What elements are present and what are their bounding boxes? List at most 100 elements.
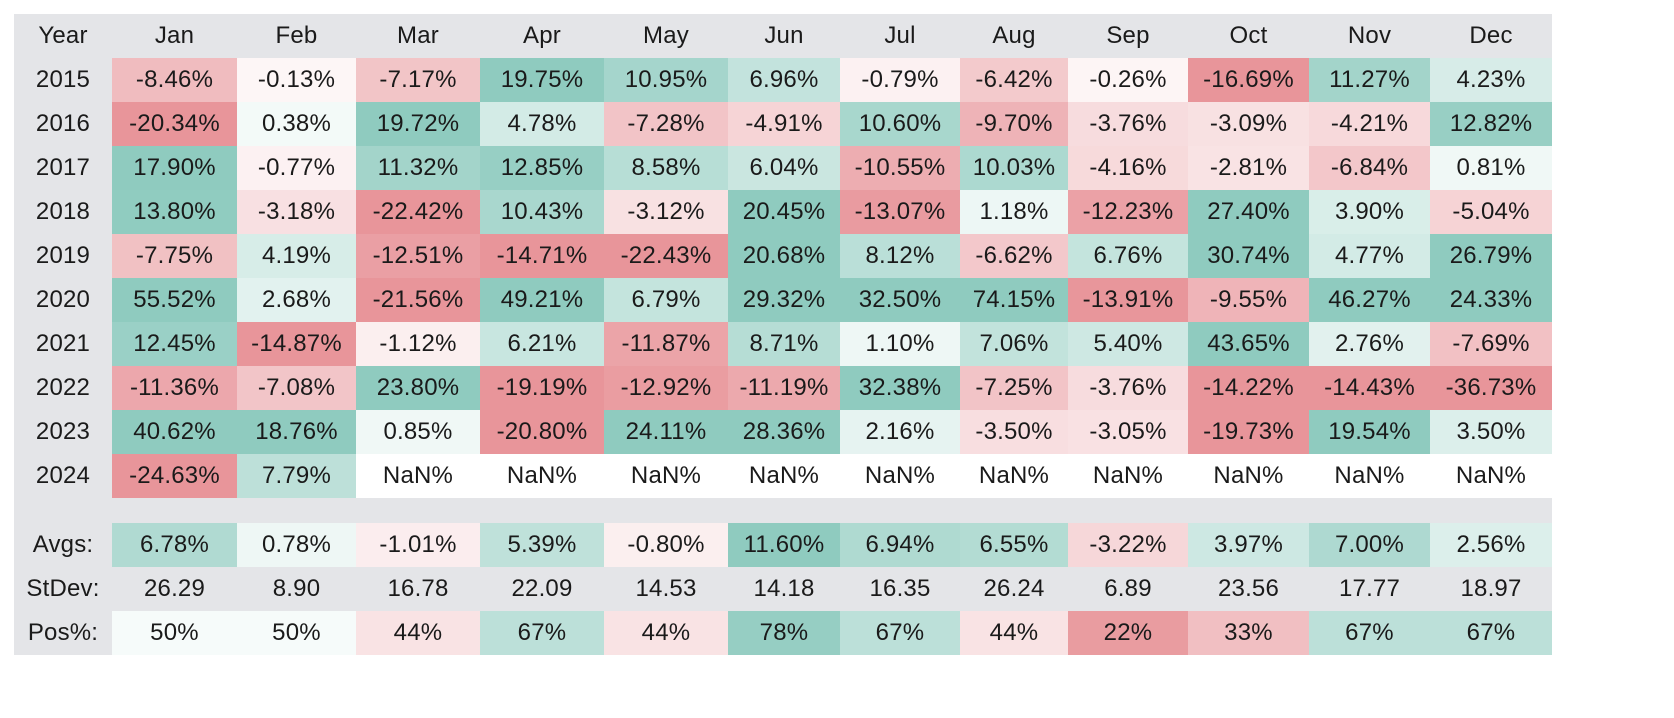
return-cell: 0.81%	[1430, 146, 1552, 190]
return-cell: -36.73%	[1430, 366, 1552, 410]
return-cell: 10.95%	[604, 58, 728, 102]
return-cell: 40.62%	[112, 410, 237, 454]
return-cell: -7.17%	[356, 58, 480, 102]
month-header: Mar	[397, 22, 439, 49]
summary-cell: 7.00%	[1309, 523, 1430, 567]
return-cell: 28.36%	[728, 410, 840, 454]
year-row: 2016 -20.34% 0.38% 19.72% 4.78% -7.28% -4.91% 1…	[14, 102, 1552, 146]
summary-cell: 6.78%	[112, 523, 237, 567]
month-header: Sep	[1106, 22, 1150, 49]
return-cell: -6.42%	[960, 58, 1068, 102]
return-cell: 17.90%	[112, 146, 237, 190]
summary-cell: 22.09	[511, 575, 573, 602]
return-cell: -11.36%	[112, 366, 237, 410]
return-cell: -20.80%	[480, 410, 604, 454]
month-header: Oct	[1229, 22, 1268, 49]
month-header: Apr	[523, 22, 561, 49]
year-label: 2018	[35, 198, 91, 225]
return-cell: 19.75%	[480, 58, 604, 102]
return-cell: -0.79%	[840, 58, 960, 102]
return-cell: NaN%	[728, 454, 840, 498]
summary-row: Avgs: 6.78% 0.78% -1.01% 5.39% -0.80% 11.60% 6.…	[14, 523, 1552, 567]
return-cell: -12.51%	[356, 234, 480, 278]
return-cell: 6.04%	[728, 146, 840, 190]
return-cell: 1.10%	[840, 322, 960, 366]
return-cell: -4.91%	[728, 102, 840, 146]
summary-label: Pos%:	[27, 619, 99, 646]
year-label: 2019	[35, 242, 91, 269]
return-cell: 13.80%	[112, 190, 237, 234]
return-cell: 74.15%	[960, 278, 1068, 322]
year-label: 2022	[35, 374, 91, 401]
return-cell: 10.60%	[840, 102, 960, 146]
return-cell: NaN%	[1068, 454, 1188, 498]
return-cell: 20.45%	[728, 190, 840, 234]
return-cell: 46.27%	[1309, 278, 1430, 322]
return-cell: 20.68%	[728, 234, 840, 278]
return-cell: -21.56%	[356, 278, 480, 322]
return-cell: -13.91%	[1068, 278, 1188, 322]
summary-cell: 22%	[1068, 611, 1188, 655]
return-cell: -4.16%	[1068, 146, 1188, 190]
return-cell: 0.85%	[356, 410, 480, 454]
return-cell: -7.75%	[112, 234, 237, 278]
return-cell: NaN%	[356, 454, 480, 498]
return-cell: 8.12%	[840, 234, 960, 278]
return-cell: 8.58%	[604, 146, 728, 190]
return-cell: 10.43%	[480, 190, 604, 234]
return-cell: 30.74%	[1188, 234, 1309, 278]
return-cell: -13.07%	[840, 190, 960, 234]
return-cell: 49.21%	[480, 278, 604, 322]
return-cell: -12.92%	[604, 366, 728, 410]
return-cell: 11.27%	[1309, 58, 1430, 102]
return-cell: NaN%	[1188, 454, 1309, 498]
return-cell: -7.69%	[1430, 322, 1552, 366]
summary-cell: 67%	[840, 611, 960, 655]
month-header: Nov	[1347, 22, 1392, 49]
return-cell: -7.28%	[604, 102, 728, 146]
return-cell: 4.19%	[237, 234, 356, 278]
month-header: Dec	[1469, 22, 1513, 49]
return-cell: -0.26%	[1068, 58, 1188, 102]
month-header: Aug	[992, 22, 1036, 49]
year-row: 2021 12.45% -14.87% -1.12% 6.21% -11.87% 8.71%…	[14, 322, 1552, 366]
year-row: 2024 -24.63% 7.79% NaN% NaN% NaN% NaN% NaN% NaN%…	[14, 454, 1552, 498]
year-row: 2019 -7.75% 4.19% -12.51% -14.71% -22.43% 20.6…	[14, 234, 1552, 278]
summary-cell: 6.94%	[840, 523, 960, 567]
return-cell: -22.43%	[604, 234, 728, 278]
return-cell: NaN%	[1430, 454, 1552, 498]
return-cell: -0.77%	[237, 146, 356, 190]
return-cell: 19.72%	[356, 102, 480, 146]
return-cell: -3.18%	[237, 190, 356, 234]
spacer	[14, 498, 1552, 523]
month-header: May	[643, 22, 689, 49]
return-cell: 2.76%	[1309, 322, 1430, 366]
return-cell: -3.09%	[1188, 102, 1309, 146]
summary-cell: 33%	[1188, 611, 1309, 655]
return-cell: 10.03%	[960, 146, 1068, 190]
return-cell: 5.40%	[1068, 322, 1188, 366]
return-cell: 4.78%	[480, 102, 604, 146]
return-cell: 27.40%	[1188, 190, 1309, 234]
return-cell: -20.34%	[112, 102, 237, 146]
return-cell: 32.38%	[840, 366, 960, 410]
summary-cell: -0.80%	[604, 523, 728, 567]
header-row: Year Jan Feb Mar Apr May Jun Jul Aug Sep Oct Nov Dec	[14, 14, 1552, 58]
returns-table-panel: Year Jan Feb Mar Apr May Jun Jul Aug Sep Oct Nov Dec…	[14, 14, 1552, 655]
return-cell: 6.79%	[604, 278, 728, 322]
summary-cell: 16.78	[387, 575, 449, 602]
summary-cell: 78%	[728, 611, 840, 655]
return-cell: 19.54%	[1309, 410, 1430, 454]
return-cell: 2.68%	[237, 278, 356, 322]
summary-label: StDev:	[26, 575, 100, 602]
year-label: 2016	[35, 110, 91, 137]
return-cell: -7.25%	[960, 366, 1068, 410]
return-cell: -24.63%	[112, 454, 237, 498]
returns-table: Year Jan Feb Mar Apr May Jun Jul Aug Sep Oct Nov Dec…	[14, 14, 1552, 655]
return-cell: 32.50%	[840, 278, 960, 322]
return-cell: 18.76%	[237, 410, 356, 454]
month-header: Jun	[764, 22, 804, 49]
return-cell: -4.21%	[1309, 102, 1430, 146]
return-cell: 12.82%	[1430, 102, 1552, 146]
